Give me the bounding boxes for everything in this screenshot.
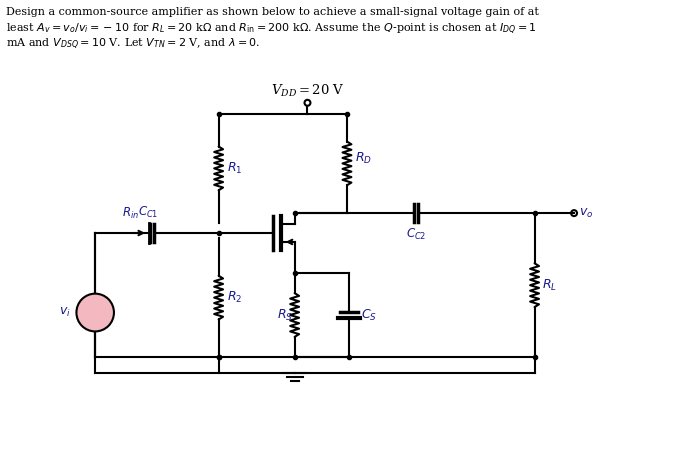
Text: $R_{in}$: $R_{in}$	[122, 206, 139, 221]
Text: $R_L$: $R_L$	[543, 278, 558, 293]
Text: $V_{DD} = 20$ V: $V_{DD} = 20$ V	[271, 83, 345, 99]
Text: −: −	[95, 312, 106, 326]
Text: $C_{C1}$: $C_{C1}$	[138, 205, 158, 220]
Text: +: +	[95, 300, 106, 314]
Text: $R_1$: $R_1$	[227, 161, 242, 176]
Text: least $A_v = v_o/v_i = -10$ for $R_L = 20$ k$\Omega$ and $R_{\rm in} = 200$ k$\O: least $A_v = v_o/v_i = -10$ for $R_L = 2…	[6, 22, 537, 37]
Text: mA and $V_{DSQ} = 10$ V. Let $V_{TN} = 2$ V, and $\lambda = 0$.: mA and $V_{DSQ} = 10$ V. Let $V_{TN} = 2…	[6, 37, 260, 52]
Text: $C_S$: $C_S$	[361, 307, 377, 322]
Circle shape	[77, 293, 114, 331]
Text: $R_2$: $R_2$	[227, 290, 242, 305]
Text: $v_o$: $v_o$	[579, 206, 593, 219]
Text: $R_D$: $R_D$	[355, 151, 372, 166]
Text: Design a common-source amplifier as shown below to achieve a small-signal voltag: Design a common-source amplifier as show…	[6, 7, 539, 17]
Text: $C_{C2}$: $C_{C2}$	[406, 227, 426, 242]
Text: $R_S$: $R_S$	[277, 307, 292, 322]
Text: $v_i$: $v_i$	[59, 306, 71, 319]
